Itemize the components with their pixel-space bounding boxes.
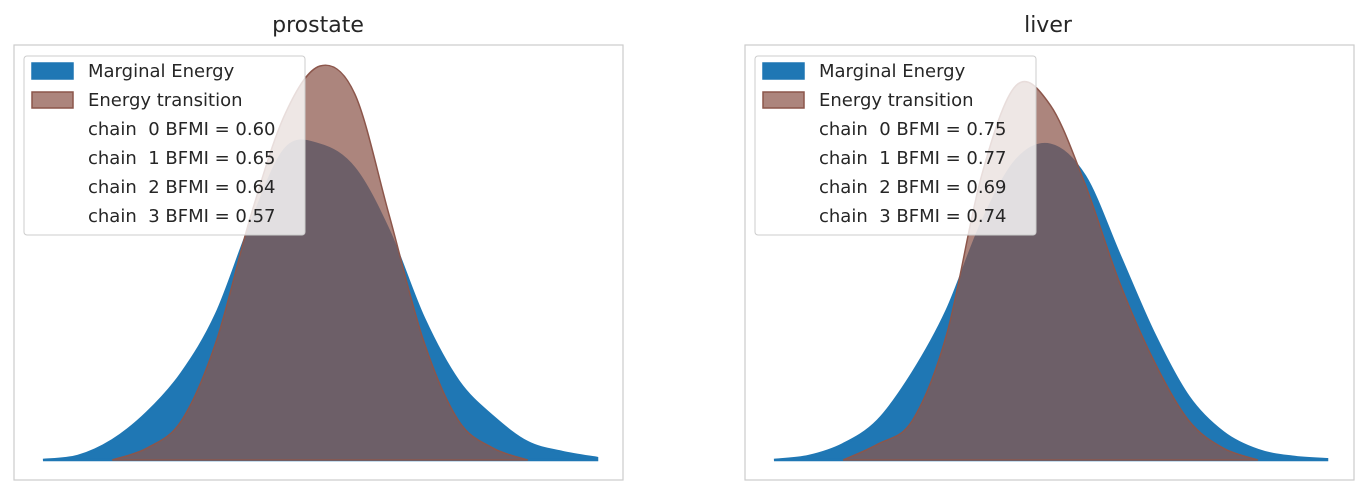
legend-bfmi-chain-0: chain 0 BFMI = 0.60 [88,119,276,140]
legend-bfmi-chain-0: chain 0 BFMI = 0.75 [819,119,1007,140]
legend: Marginal Energy Energy transition chain … [23,55,306,236]
plot-frame [13,44,624,481]
legend-label-marginal: Marginal Energy [819,61,966,82]
plot-frame [744,44,1355,481]
legend: Marginal Energy Energy transition chain … [754,55,1037,236]
legend-label-marginal: Marginal Energy [88,61,235,82]
legend-swatch-marginal [762,62,805,80]
legend-bfmi-chain-2: chain 2 BFMI = 0.69 [819,177,1007,198]
chart-title: prostate [272,13,364,38]
legend-box [754,55,1037,236]
legend-box [23,55,306,236]
legend-swatch-transition [762,91,805,109]
panel-prostate: prostate Marginal Energy Energy transiti… [13,13,624,481]
chart-title: liver [1024,13,1073,38]
legend-bfmi-chain-3: chain 3 BFMI = 0.74 [819,206,1007,227]
legend-label-transition: Energy transition [88,90,243,111]
legend-bfmi-chain-1: chain 1 BFMI = 0.65 [88,148,276,169]
energy-transition-area [112,64,529,461]
legend-swatch-transition [31,91,74,109]
legend-bfmi-chain-1: chain 1 BFMI = 0.77 [819,148,1007,169]
legend-bfmi-chain-3: chain 3 BFMI = 0.57 [88,206,276,227]
legend-bfmi-chain-2: chain 2 BFMI = 0.64 [88,177,276,198]
panel-liver: liver Marginal Energy Energy transition … [744,13,1355,481]
legend-label-transition: Energy transition [819,90,974,111]
energy-transition-area [842,80,1259,461]
legend-swatch-marginal [31,62,74,80]
